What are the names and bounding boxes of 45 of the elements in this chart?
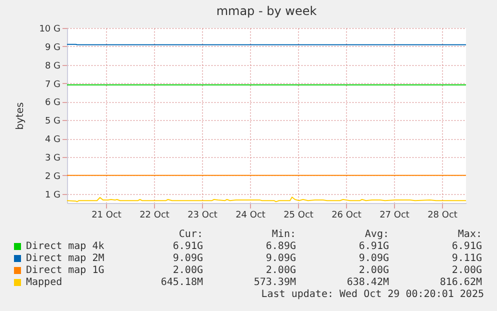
text: 2.00G bbox=[172, 265, 203, 277]
text: 9.11G bbox=[450, 253, 482, 265]
text: Last update: Wed Oct 29 00:20:01 2025 bbox=[260, 289, 484, 301]
y-tick-label: 3 G bbox=[44, 153, 61, 164]
y-tick-label: 9 G bbox=[44, 42, 61, 53]
x-tick-label: 26 Oct bbox=[332, 210, 362, 220]
x-tick-label: 21 Oct bbox=[92, 210, 122, 220]
legend-label: Direct map 2M bbox=[26, 253, 106, 265]
text: Cur: bbox=[178, 229, 203, 241]
text: 573.39M bbox=[252, 277, 296, 289]
text: 6.91G bbox=[172, 241, 203, 253]
text: 638.42M bbox=[346, 277, 389, 289]
y-tick-label: 6 G bbox=[44, 98, 61, 108]
x-tick-label: 24 Oct bbox=[236, 210, 266, 220]
text: 6.91G bbox=[358, 241, 389, 253]
text: Max: bbox=[456, 229, 482, 241]
y-tick-label: 8 G bbox=[44, 61, 61, 72]
text: 645.18M bbox=[160, 277, 203, 289]
text: 2.00G bbox=[450, 265, 482, 277]
legend-label: Mapped bbox=[26, 277, 64, 289]
x-tick-label: 28 Oct bbox=[428, 210, 458, 220]
text: 2.00G bbox=[264, 265, 296, 277]
legend-label: Direct map 1G bbox=[26, 265, 106, 277]
text: 9.09G bbox=[172, 253, 203, 265]
text: 816.62M bbox=[438, 277, 482, 289]
text: 6.91G bbox=[450, 241, 482, 253]
x-tick-label: 25 Oct bbox=[284, 210, 314, 220]
text: Avg: bbox=[364, 229, 389, 241]
y-tick-label: 5 G bbox=[44, 116, 61, 127]
y-tick-label: 2 G bbox=[44, 172, 61, 182]
y-tick-label: 10 G bbox=[39, 24, 61, 34]
x-tick-label: 23 Oct bbox=[188, 210, 218, 220]
x-tick-label: 22 Oct bbox=[140, 210, 170, 220]
text: 2.00G bbox=[358, 265, 389, 277]
y-tick-label: 7 G bbox=[44, 80, 61, 90]
text: 6.89G bbox=[264, 241, 296, 253]
legend-label: Direct map 4k bbox=[26, 241, 106, 253]
y-axis-title: bytes bbox=[15, 102, 26, 130]
y-tick-label: 4 G bbox=[44, 135, 61, 146]
x-tick-label: 27 Oct bbox=[380, 210, 410, 220]
text: 9.09G bbox=[358, 253, 389, 265]
text: 9.09G bbox=[264, 253, 296, 265]
chart-title: mmap - by week bbox=[216, 4, 317, 18]
y-tick-label: 1 G bbox=[44, 190, 61, 200]
text: Min: bbox=[270, 229, 296, 241]
